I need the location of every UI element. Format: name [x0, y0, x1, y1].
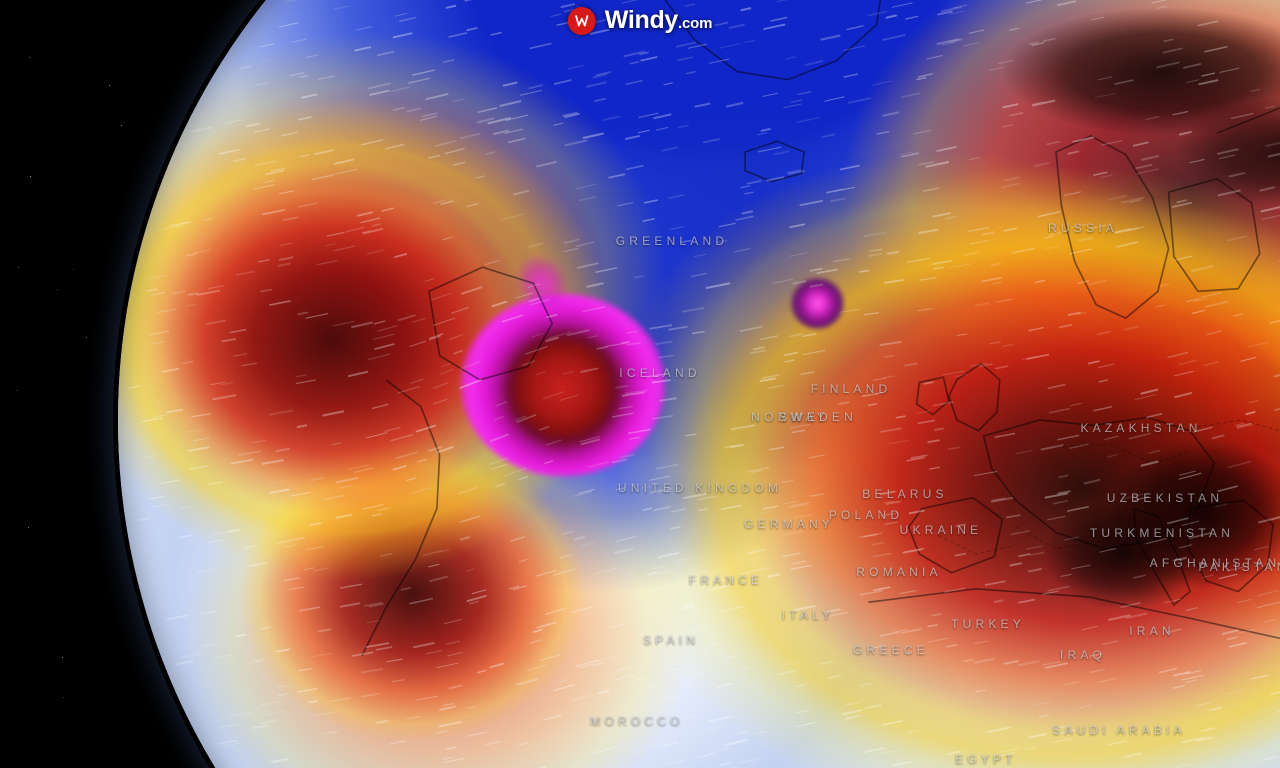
star	[72, 268, 74, 270]
windy-logo-text: Windy .com	[605, 6, 713, 35]
star	[16, 389, 18, 391]
star	[17, 266, 20, 269]
star	[30, 175, 32, 177]
star	[109, 84, 111, 86]
star	[63, 697, 65, 699]
star	[29, 57, 31, 59]
brand-tld: .com	[678, 15, 713, 32]
star	[56, 288, 58, 290]
windy-logo-icon	[567, 6, 596, 35]
windy-logo[interactable]: Windy .com	[567, 6, 713, 35]
star	[86, 336, 88, 338]
brand-name: Windy	[604, 6, 679, 34]
globe-container[interactable]	[118, 0, 1280, 768]
globe-limb-shading	[118, 0, 1280, 768]
star	[62, 657, 64, 659]
globe[interactable]	[118, 0, 1280, 768]
star	[28, 527, 29, 529]
